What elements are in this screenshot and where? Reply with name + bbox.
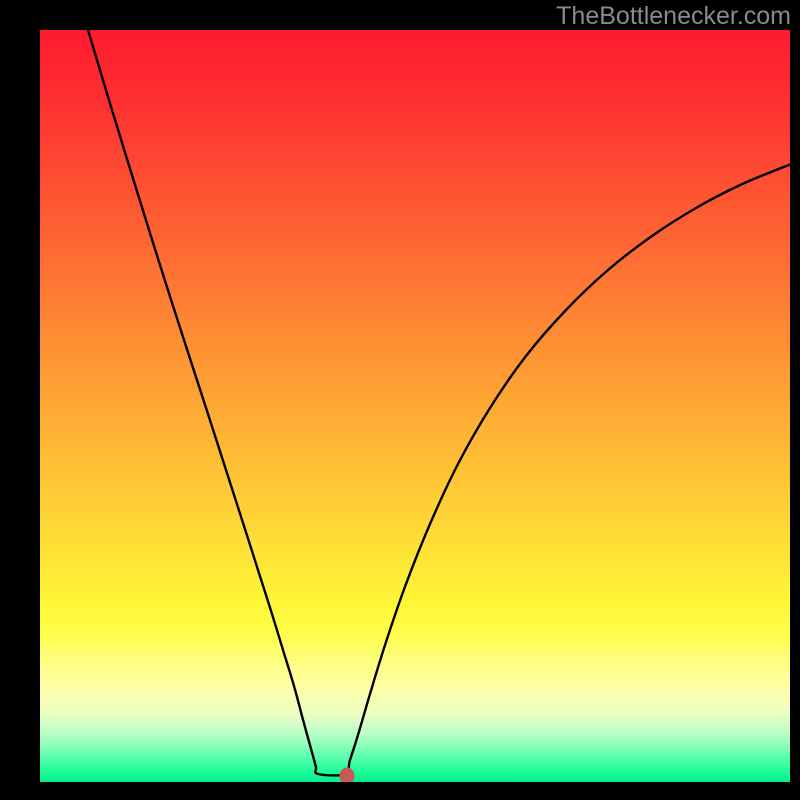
curve-layer — [40, 30, 790, 782]
watermark-label: TheBottlenecker.com — [556, 2, 791, 31]
optimum-marker-icon — [340, 768, 354, 782]
plot-area — [40, 30, 790, 782]
bottleneck-curve — [88, 30, 790, 775]
